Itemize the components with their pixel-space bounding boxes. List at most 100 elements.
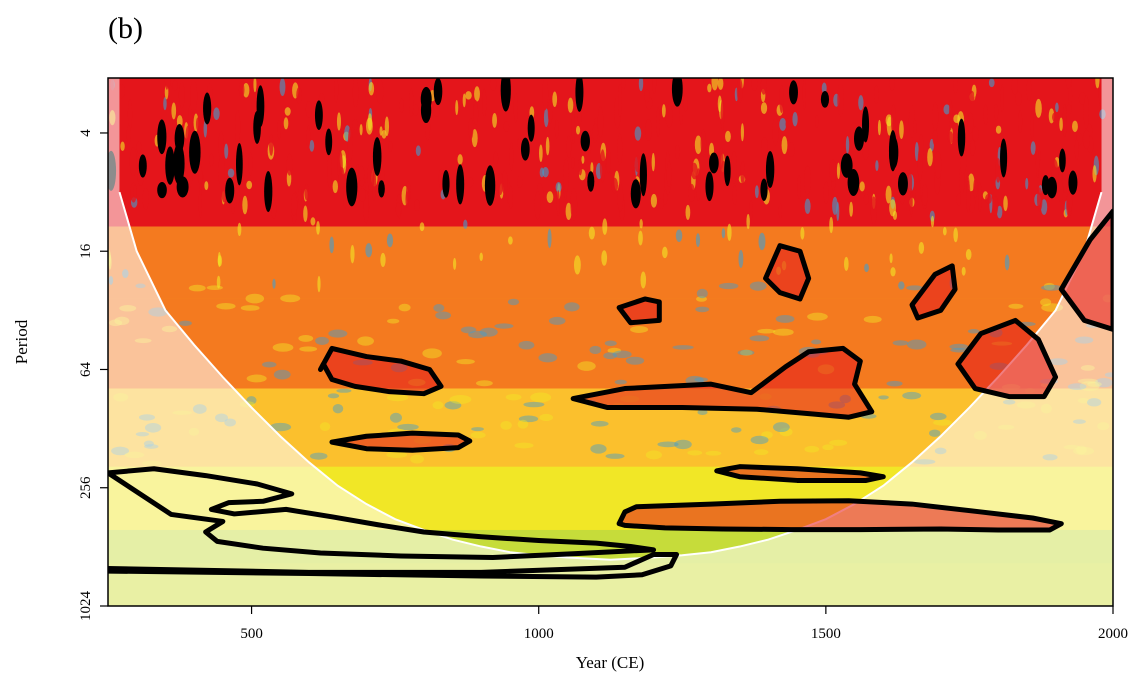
power-speckle (757, 328, 776, 334)
power-speckle (703, 78, 710, 86)
power-speckle (127, 98, 133, 131)
power-speckle (843, 256, 849, 271)
power-speckle (1074, 139, 1079, 160)
significance-blob (346, 167, 358, 207)
significance-blob (189, 130, 201, 174)
power-speckle (242, 195, 248, 215)
power-band (108, 226, 1113, 299)
power-speckle (773, 422, 790, 433)
power-speckle (1025, 177, 1029, 190)
power-speckle (387, 318, 400, 324)
plot-area (108, 78, 1113, 606)
power-speckle (273, 369, 291, 380)
power-speckle (662, 246, 668, 259)
power-speckle (269, 134, 274, 156)
power-speckle (334, 78, 339, 103)
power-speckle (740, 349, 753, 356)
power-speckle (514, 442, 534, 449)
power-speckle (930, 412, 947, 421)
power-speckle (1003, 195, 1008, 212)
power-speckle (309, 140, 315, 152)
significance-blob (580, 130, 590, 152)
power-speckle (422, 348, 442, 359)
power-speckle (966, 180, 971, 214)
power-speckle (967, 329, 980, 334)
power-speckle (970, 139, 976, 156)
power-speckle (291, 193, 298, 216)
power-speckle (645, 450, 662, 460)
power-speckle (136, 140, 142, 154)
power-speckle (837, 82, 844, 117)
power-speckle (929, 429, 941, 437)
power-speckle (507, 298, 520, 306)
power-speckle (1015, 91, 1022, 106)
power-speckle (552, 91, 558, 108)
power-speckle (950, 347, 968, 353)
power-speckle (299, 346, 318, 352)
power-speckle (658, 198, 664, 210)
power-speckle (246, 374, 267, 383)
power-speckle (452, 257, 457, 270)
power-speckle (216, 302, 236, 310)
power-speckle (961, 266, 966, 276)
power-speckle (523, 401, 545, 408)
power-speckle (785, 118, 793, 130)
power-speckle (996, 205, 1003, 219)
power-speckle (272, 343, 294, 352)
power-speckle (279, 78, 286, 97)
power-speckle (231, 202, 235, 215)
power-speckle (696, 288, 708, 299)
power-speckle (457, 154, 463, 165)
power-speckle (645, 119, 652, 141)
significance-contour (909, 263, 958, 321)
power-speckle (718, 282, 739, 290)
power-speckle (700, 129, 707, 157)
power-speckle (479, 252, 483, 262)
power-speckle (804, 198, 811, 214)
power-speckle (517, 175, 523, 188)
power-speckle (772, 116, 779, 146)
power-speckle (567, 97, 574, 113)
power-speckle (779, 85, 784, 114)
power-speckle (737, 349, 755, 356)
power-speckle (634, 155, 641, 173)
power-speckle (800, 227, 805, 240)
power-speckle (731, 151, 737, 184)
power-speckle (570, 188, 578, 221)
significance-blob (314, 100, 323, 131)
power-speckle (554, 119, 559, 139)
power-speckle (543, 108, 549, 128)
power-speckle (849, 201, 854, 217)
power-speckle (1066, 193, 1073, 213)
power-speckle (611, 177, 619, 194)
power-speckle (751, 78, 758, 91)
power-speckle (953, 227, 958, 243)
power-speckle (683, 92, 688, 112)
power-speckle (367, 113, 373, 131)
power-speckle (992, 196, 999, 216)
power-speckle (927, 148, 933, 167)
power-speckle (1030, 111, 1034, 140)
power-speckle (995, 125, 1002, 134)
power-speckle (775, 314, 795, 323)
power-speckle (972, 126, 979, 142)
power-speckle (603, 352, 618, 360)
power-speckle (327, 154, 332, 188)
power-speckle (129, 146, 137, 177)
power-speckle (589, 345, 602, 355)
power-speckle (405, 191, 409, 208)
power-speckle (471, 427, 484, 432)
power-speckle (918, 242, 925, 254)
power-speckle (475, 380, 493, 387)
significance-blob (840, 153, 853, 178)
power-speckle (947, 131, 954, 144)
power-speckle (1030, 141, 1036, 155)
power-speckle (913, 120, 917, 135)
power-speckle (969, 90, 975, 104)
significance-blob (173, 142, 185, 185)
power-speckle (245, 293, 265, 304)
power-speckle (352, 78, 359, 108)
power-band (108, 78, 1113, 227)
significance-blob (789, 80, 798, 105)
y-axis: 4 16 64 256 1024 (78, 129, 108, 621)
